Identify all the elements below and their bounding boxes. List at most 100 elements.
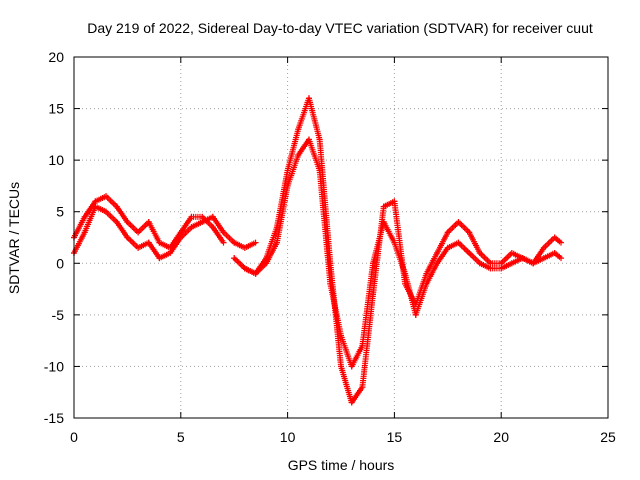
data-point: [177, 229, 184, 236]
x-tick-label: 20: [493, 429, 509, 445]
data-point: [92, 198, 99, 205]
data-point: [156, 239, 163, 246]
data-point: [380, 219, 387, 226]
data-point: [252, 270, 259, 277]
data-point: [209, 213, 216, 220]
y-tick-label: -10: [44, 358, 64, 374]
data-point: [220, 229, 227, 236]
data-point: [498, 260, 505, 267]
data-point: [359, 384, 366, 391]
data-point: [487, 260, 494, 267]
data-point: [103, 193, 110, 200]
data-point: [305, 136, 312, 143]
y-tick-label: 0: [56, 255, 64, 271]
data-point: [231, 255, 247, 270]
data-point: [558, 255, 565, 262]
y-tick-label: -15: [44, 410, 64, 426]
data-point: [444, 229, 451, 236]
grid-lines: [74, 57, 608, 418]
data-point: [306, 95, 323, 141]
data-point: [135, 229, 142, 236]
data-point: [252, 239, 259, 246]
data-point: [370, 260, 377, 267]
data-point: [188, 213, 195, 220]
x-tick-label: 10: [280, 429, 296, 445]
data-point: [498, 265, 505, 272]
data-point: [508, 249, 515, 256]
series-trace-a: [71, 203, 259, 262]
data-point: [551, 249, 558, 256]
data-point: [476, 260, 483, 267]
data-point: [530, 260, 537, 267]
data-point: [145, 239, 152, 246]
series-trace-b: [71, 193, 227, 251]
data-point: [199, 219, 206, 226]
data-point: [455, 239, 471, 255]
data-point: [316, 167, 323, 174]
data-point: [434, 260, 441, 267]
data-point: [199, 213, 206, 220]
y-tick-label: 15: [48, 101, 64, 117]
data-point: [327, 280, 334, 287]
data-point: [338, 363, 344, 370]
data-point: [284, 167, 291, 174]
data-point: [412, 311, 419, 318]
data-point: [103, 208, 110, 215]
data-point: [231, 255, 238, 262]
x-tick-label: 15: [387, 429, 403, 445]
x-tick-label: 0: [70, 429, 78, 445]
data-point: [145, 219, 152, 226]
y-axis-label: SDTVAR / TECUs: [6, 182, 22, 294]
data-point: [220, 239, 227, 246]
data-point: [359, 342, 366, 349]
y-tick-label: 20: [48, 49, 64, 65]
data-point: [231, 239, 238, 246]
data-point: [113, 203, 120, 210]
data-point: [295, 126, 302, 133]
data-point: [391, 239, 398, 246]
data-point: [295, 151, 302, 158]
data-points: [71, 95, 565, 406]
data-point: [476, 249, 483, 256]
data-point: [540, 244, 547, 251]
data-point: [519, 255, 526, 262]
data-point: [135, 240, 150, 251]
data-point: [284, 182, 291, 189]
data-point: [135, 244, 142, 251]
data-point: [466, 229, 473, 236]
data-point: [423, 270, 430, 277]
data-point: [434, 249, 441, 256]
data-point: [338, 332, 344, 339]
data-point: [402, 270, 409, 277]
data-point: [241, 244, 248, 251]
x-axis-label: GPS time / hours: [288, 457, 395, 473]
axis-ticks: 0 5 10 15 20 25 -15 -10 -5 0 5 10 15 20: [44, 49, 616, 445]
data-point: [348, 363, 355, 370]
data-point: [423, 280, 430, 287]
data-point: [551, 234, 558, 241]
data-point: [103, 193, 119, 209]
data-point: [558, 239, 565, 246]
data-point: [455, 219, 471, 234]
y-tick-label: -5: [52, 307, 65, 323]
data-point: [113, 219, 120, 226]
y-tick-label: 5: [56, 204, 64, 220]
data-point: [135, 220, 151, 236]
data-point: [466, 249, 473, 256]
y-tick-label: 10: [48, 152, 64, 168]
data-point: [241, 265, 248, 272]
plot-frame: [73, 56, 609, 419]
data-point: [167, 244, 174, 251]
data-point: [348, 399, 355, 406]
chart-title: Day 219 of 2022, Sidereal Day-to-day VTE…: [87, 20, 593, 36]
data-point: [508, 260, 515, 267]
data-point: [124, 234, 131, 241]
data-point: [209, 224, 216, 231]
data-point: [81, 229, 88, 236]
data-point: [156, 255, 163, 262]
data-point: [81, 213, 88, 220]
data-point: [455, 239, 462, 246]
data-point: [188, 224, 195, 231]
data-point: [316, 136, 323, 143]
